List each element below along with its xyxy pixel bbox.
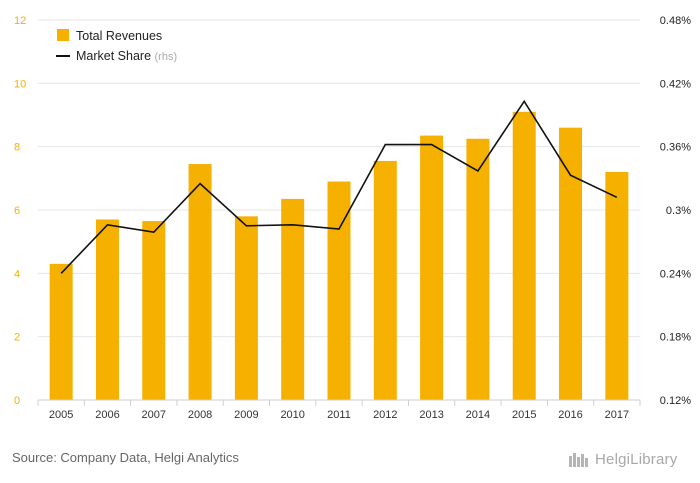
bar-total-revenues (466, 138, 490, 400)
x-tick-label: 2009 (234, 409, 258, 421)
y-left-tick-label: 10 (14, 78, 26, 90)
logo-text: HelgiLibrary (595, 450, 678, 468)
y-left-tick-label: 8 (14, 142, 20, 154)
y-right-tick-label: 0.3% (666, 205, 691, 217)
x-tick-label: 2008 (188, 409, 212, 421)
y-left-tick-label: 12 (14, 15, 26, 27)
y-right-tick-label: 0.36% (660, 142, 691, 154)
y-left-tick-label: 6 (14, 205, 20, 217)
legend-label-market-share: Market Share (rhs) (76, 49, 177, 63)
bar-total-revenues (559, 127, 583, 401)
y-right-tick-label: 0.24% (660, 268, 691, 280)
legend-label-total-revenues: Total Revenues (76, 29, 162, 43)
bar-total-revenues (95, 219, 119, 400)
x-tick-label: 2005 (49, 409, 73, 421)
y-right-tick-label: 0.48% (660, 15, 691, 27)
line-market-share (60, 99, 618, 274)
x-tick-label: 2007 (142, 409, 166, 421)
bar-total-revenues (327, 181, 351, 400)
y-right-tick-label: 0.42% (660, 78, 691, 90)
bar-total-revenues (373, 160, 397, 400)
x-tick-label: 2011 (327, 409, 351, 421)
y-right-tick-label: 0.12% (660, 395, 691, 407)
x-tick-label: 2010 (280, 409, 304, 421)
bar-total-revenues (512, 111, 536, 400)
y-left-tick-label: 4 (14, 268, 20, 280)
x-tick-label: 2006 (95, 409, 119, 421)
x-tick-label: 2013 (419, 409, 443, 421)
bar-total-revenues (142, 221, 166, 400)
y-left-tick-label: 0 (14, 395, 20, 407)
library-icon (569, 453, 588, 467)
bar-total-revenues (281, 198, 305, 400)
bar-total-revenues (234, 216, 258, 400)
combo-chart: 0 2 4 6 8 10 12 0.12% 0.18% 0.24% 0.3% 0.36% 0.42% 0.… (14, 15, 691, 421)
bar-total-revenues (605, 172, 629, 400)
y-left-tick-label: 2 (14, 332, 20, 344)
legend-swatch-total-revenues (57, 29, 69, 41)
bar-total-revenues (188, 164, 212, 400)
x-tick-label: 2017 (605, 409, 629, 421)
y-right-tick-label: 0.18% (660, 332, 691, 344)
x-tick-label: 2014 (466, 409, 490, 421)
legend-rhs-suffix: (rhs) (155, 51, 178, 63)
x-tick-label: 2016 (558, 409, 582, 421)
bar-total-revenues (49, 263, 73, 400)
x-tick-label: 2012 (373, 409, 397, 421)
source-note: Source: Company Data, Helgi Analytics (12, 450, 239, 465)
helgi-library-logo: HelgiLibrary (568, 449, 677, 469)
bar-total-revenues (420, 135, 444, 401)
x-tick-label: 2015 (512, 409, 536, 421)
